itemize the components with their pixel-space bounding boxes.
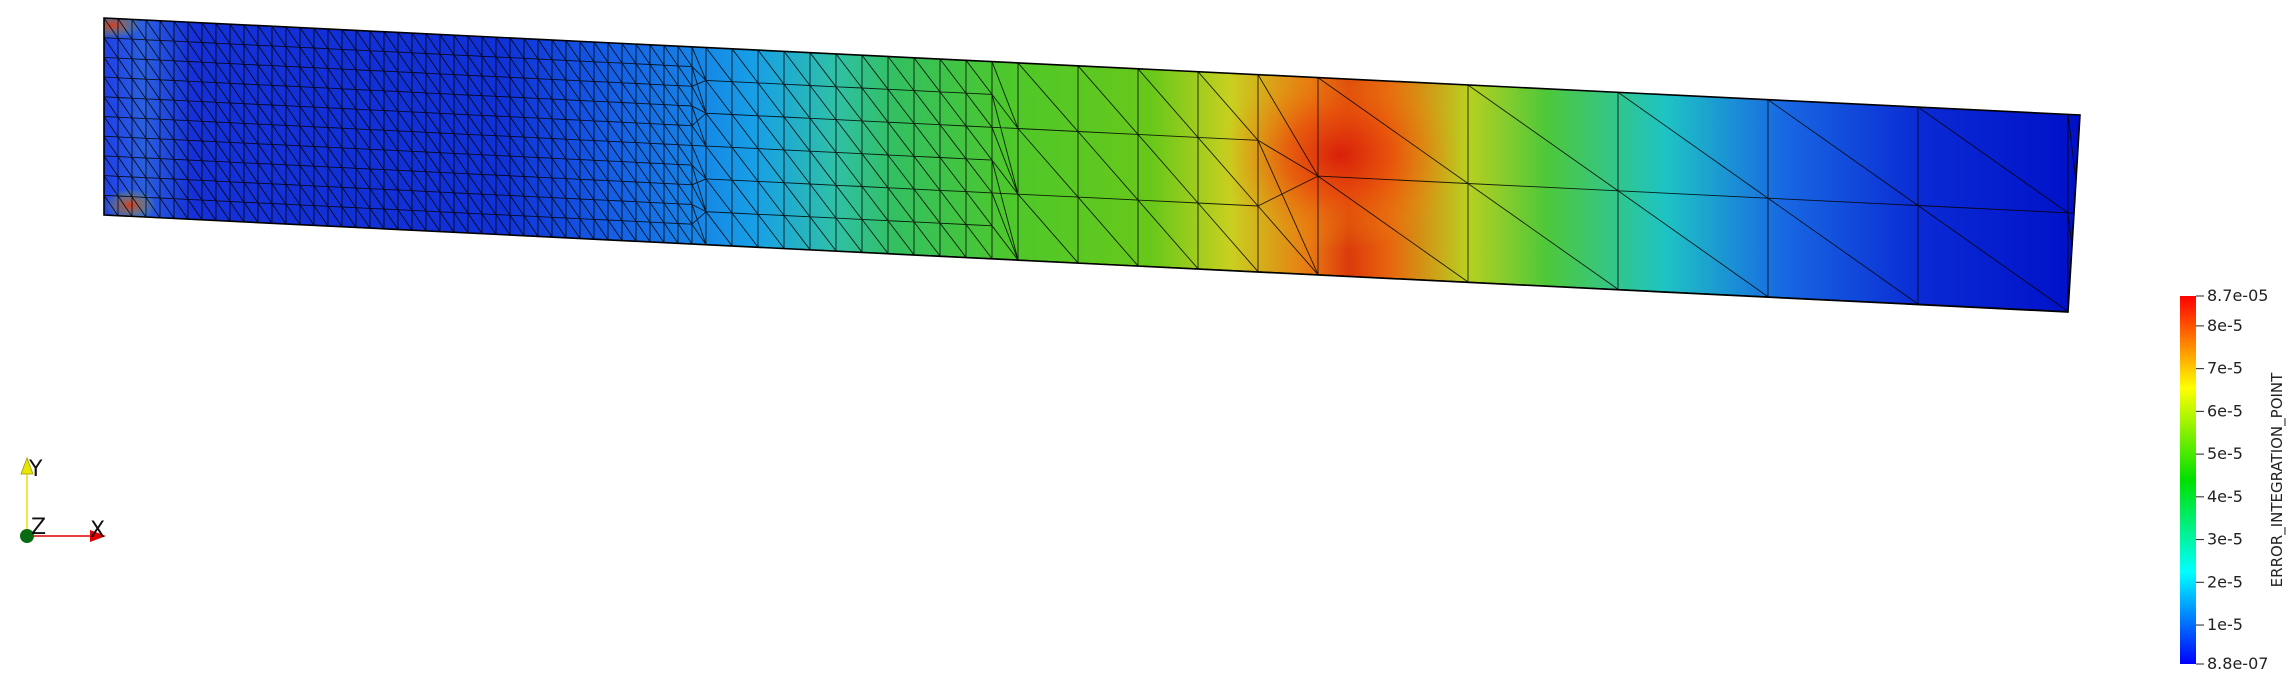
scalar-bar-tick-label: 3e-5	[2207, 530, 2243, 549]
beam-outline	[103, 17, 2081, 313]
deformed-beam-mesh	[103, 17, 2081, 313]
axis-label-z: Z	[31, 515, 46, 540]
corner-hot-top	[104, 18, 142, 39]
scalar-bar-title: ERROR_INTEGRATION_POINT	[2268, 372, 2287, 587]
scalar-bar-tick-label: 2e-5	[2207, 572, 2243, 591]
axis-label-y: Y	[28, 457, 43, 482]
scalar-bar-tick-label: 8e-5	[2207, 316, 2243, 335]
beam-field-fill	[104, 18, 2080, 312]
scalar-bar-tick-label: 5e-5	[2207, 444, 2243, 463]
orientation-axes: Y Z X	[20, 456, 106, 543]
scalar-bar: 8.7e-05 8e-5 7e-5 6e-5 5e-5 4e-5 3e-5 2e-5 1e-5 8…	[2180, 286, 2287, 673]
x-axis-arrowhead	[90, 530, 106, 542]
scalar-bar-tick-label: 8.8e-07	[2207, 654, 2268, 673]
scalar-bar-tick-label: 7e-5	[2207, 359, 2243, 378]
scalar-bar-gradient	[2180, 296, 2196, 664]
scalar-bar-ticks: 8.7e-05 8e-5 7e-5 6e-5 5e-5 4e-5 3e-5 2e-5 1e-5 8…	[2196, 286, 2268, 673]
axis-label-x: X	[90, 518, 105, 543]
hot-spot-region	[1220, 60, 1460, 250]
scalar-bar-tick-label: 6e-5	[2207, 401, 2243, 420]
scalar-bar-tick-label: 8.7e-05	[2207, 286, 2268, 305]
z-axis-origin-dot	[20, 529, 34, 543]
scalar-bar-tick-label: 4e-5	[2207, 487, 2243, 506]
scalar-bar-tick-label: 1e-5	[2207, 615, 2243, 634]
y-axis-arrowhead	[20, 456, 34, 475]
